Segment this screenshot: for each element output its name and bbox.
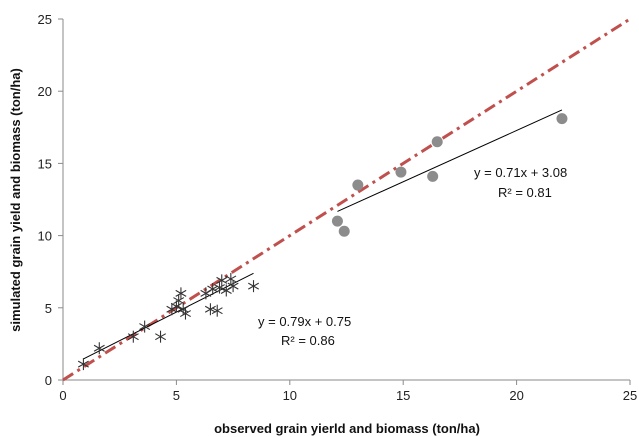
data-point-circle bbox=[431, 136, 443, 148]
data-point-star bbox=[200, 287, 212, 300]
data-point-circle bbox=[427, 170, 439, 182]
x-tick-label: 10 bbox=[283, 388, 297, 403]
trendline-1-r2: R² = 0.86 bbox=[281, 333, 335, 348]
y-tick-label: 15 bbox=[38, 156, 52, 171]
x-tick-label: 25 bbox=[623, 388, 637, 403]
data-point-star bbox=[173, 294, 185, 307]
one-to-one-line-group bbox=[62, 17, 631, 382]
data-point-star bbox=[177, 303, 189, 316]
data-point-circle bbox=[338, 225, 350, 237]
y-tick-label: 0 bbox=[45, 373, 52, 388]
data-point-star bbox=[248, 280, 260, 293]
x-tick-label: 20 bbox=[509, 388, 523, 403]
trendline-1-equation: y = 0.79x + 0.75 bbox=[258, 314, 351, 329]
x-tick-label: 15 bbox=[396, 388, 410, 403]
trendline-2 bbox=[337, 109, 563, 212]
x-tick-label: 0 bbox=[59, 388, 66, 403]
data-point-star bbox=[179, 307, 191, 320]
data-point-circle bbox=[395, 166, 407, 178]
x-axis-title: observed grain yierld and biomass (ton/h… bbox=[214, 421, 480, 436]
data-point-star bbox=[225, 272, 237, 285]
data-point-star bbox=[204, 303, 216, 316]
data-point-star bbox=[207, 283, 219, 296]
trendline-2-r2: R² = 0.81 bbox=[498, 185, 552, 200]
trendline-1 bbox=[83, 272, 254, 360]
trendlines-group bbox=[83, 109, 563, 360]
y-tick-label: 5 bbox=[45, 301, 52, 316]
data-point-star bbox=[93, 342, 105, 355]
data-point-star bbox=[155, 330, 167, 343]
data-points-group bbox=[77, 113, 568, 371]
data-point-circle bbox=[556, 113, 568, 125]
y-tick-label: 10 bbox=[38, 229, 52, 244]
y-tick-label: 20 bbox=[38, 84, 52, 99]
axes: 0 5 10 15 20 25 0 5 10 15 20 25 bbox=[38, 12, 638, 403]
data-point-star bbox=[216, 274, 228, 287]
data-point-star bbox=[139, 320, 151, 333]
data-point-circle bbox=[352, 179, 364, 191]
x-tick-label: 5 bbox=[173, 388, 180, 403]
trendline-2-equation: y = 0.71x + 3.08 bbox=[474, 165, 567, 180]
data-point-star bbox=[227, 280, 239, 293]
data-point-star bbox=[213, 281, 225, 294]
data-point-star bbox=[211, 304, 223, 317]
y-axis-title: simulated grain yield and biomass (ton/h… bbox=[8, 68, 23, 332]
data-point-star bbox=[77, 358, 89, 371]
data-point-star bbox=[175, 287, 187, 300]
data-point-star bbox=[127, 330, 139, 343]
y-tick-label: 25 bbox=[38, 12, 52, 27]
one-to-one-line bbox=[62, 17, 631, 382]
data-point-circle bbox=[331, 215, 343, 227]
